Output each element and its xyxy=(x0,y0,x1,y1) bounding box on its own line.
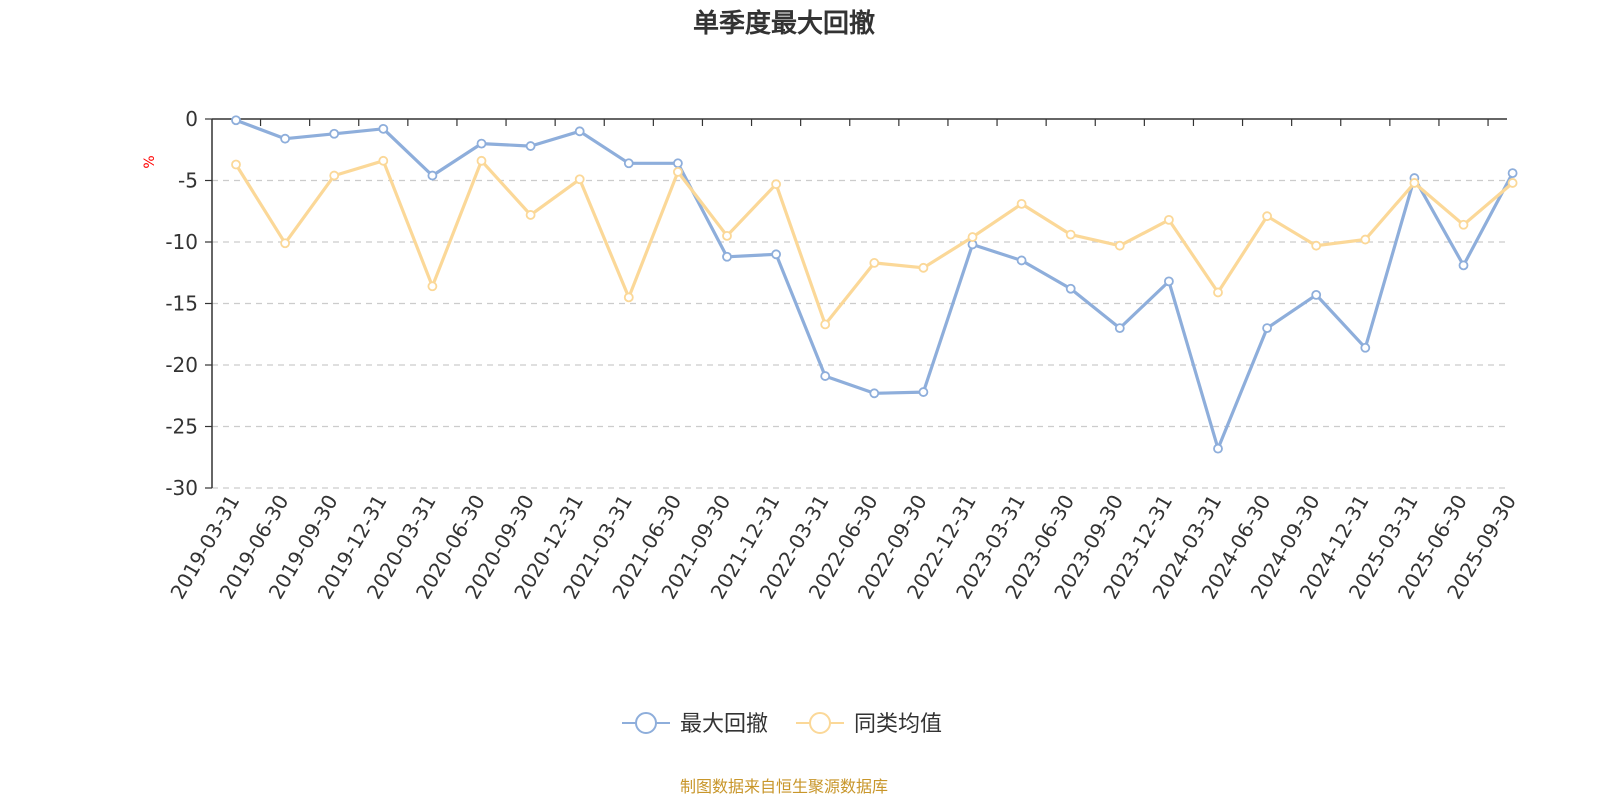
legend-label: 最大回撤 xyxy=(680,712,768,737)
data-point[interactable] xyxy=(722,230,732,241)
data-point[interactable] xyxy=(231,159,241,170)
data-point[interactable] xyxy=(1065,229,1076,240)
legend-marker xyxy=(809,712,831,734)
data-point[interactable] xyxy=(329,128,340,139)
legend-marker xyxy=(635,712,657,734)
y-tick-label: -20 xyxy=(165,353,198,377)
data-point[interactable] xyxy=(280,133,291,144)
legend-item-1[interactable]: 同类均值 xyxy=(796,712,942,737)
data-point[interactable] xyxy=(378,123,389,134)
data-point[interactable] xyxy=(771,249,781,260)
y-tick-label: -30 xyxy=(165,476,198,500)
chart-title: 单季度最大回撤 xyxy=(693,8,875,39)
data-point[interactable] xyxy=(1164,276,1174,287)
data-point[interactable] xyxy=(1311,289,1322,300)
data-point[interactable] xyxy=(1114,323,1125,334)
data-point[interactable] xyxy=(771,179,781,190)
data-point[interactable] xyxy=(623,158,634,169)
y-axis-label: % xyxy=(142,155,158,168)
data-point[interactable] xyxy=(574,174,585,185)
data-point[interactable] xyxy=(476,155,487,166)
data-point[interactable] xyxy=(525,210,536,220)
data-point[interactable] xyxy=(869,388,880,399)
y-tick-label: -25 xyxy=(165,415,198,439)
data-point[interactable] xyxy=(623,292,634,303)
data-point[interactable] xyxy=(231,115,241,126)
data-point[interactable] xyxy=(918,387,929,397)
data-point[interactable] xyxy=(1016,255,1027,266)
data-point[interactable] xyxy=(1262,323,1272,334)
data-point[interactable] xyxy=(673,166,683,177)
data-point[interactable] xyxy=(1458,219,1469,230)
data-point[interactable] xyxy=(329,170,340,181)
series-lines xyxy=(231,115,1518,454)
data-point[interactable] xyxy=(673,158,683,169)
legend[interactable]: 最大回撤 同类均值 xyxy=(622,712,942,737)
y-tick-label: -15 xyxy=(165,292,198,316)
series-0 xyxy=(231,115,1518,454)
legend-item-0[interactable]: 最大回撤 xyxy=(622,712,768,737)
data-point[interactable] xyxy=(1311,240,1322,251)
data-point[interactable] xyxy=(1065,283,1076,294)
data-point[interactable] xyxy=(1213,443,1223,454)
data-point[interactable] xyxy=(1262,211,1272,222)
data-point[interactable] xyxy=(1213,287,1223,298)
source-note: 制图数据来自恒生聚源数据库 xyxy=(680,777,888,796)
data-point[interactable] xyxy=(869,258,880,268)
data-point[interactable] xyxy=(525,141,536,151)
data-point[interactable] xyxy=(1164,214,1174,225)
y-tick-label: -10 xyxy=(165,230,198,254)
data-point[interactable] xyxy=(476,138,487,149)
data-point[interactable] xyxy=(722,251,732,262)
data-point[interactable] xyxy=(1016,198,1027,209)
legend-label: 同类均值 xyxy=(854,712,942,737)
y-tick-label: 0 xyxy=(185,107,198,131)
data-point[interactable] xyxy=(820,371,831,381)
y-tick-label: -5 xyxy=(178,169,198,193)
data-point[interactable] xyxy=(427,281,438,292)
data-point[interactable] xyxy=(1507,168,1518,179)
series-1 xyxy=(231,155,1518,330)
data-point[interactable] xyxy=(280,238,291,249)
data-point[interactable] xyxy=(967,232,978,242)
series-line xyxy=(235,118,1515,451)
grid-lines xyxy=(212,179,1507,489)
data-point[interactable] xyxy=(574,126,585,137)
data-point[interactable] xyxy=(1114,240,1125,251)
data-point[interactable] xyxy=(378,155,389,166)
data-point[interactable] xyxy=(1360,342,1371,353)
data-point[interactable] xyxy=(918,262,929,273)
data-point[interactable] xyxy=(1409,178,1420,188)
axes: 0-5-10-15-20-25-302019-03-312019-06-3020… xyxy=(165,107,1521,603)
data-point[interactable] xyxy=(427,170,438,181)
data-point[interactable] xyxy=(1458,260,1469,271)
data-point[interactable] xyxy=(1507,178,1518,188)
data-point[interactable] xyxy=(1360,234,1371,245)
data-point[interactable] xyxy=(820,319,831,330)
